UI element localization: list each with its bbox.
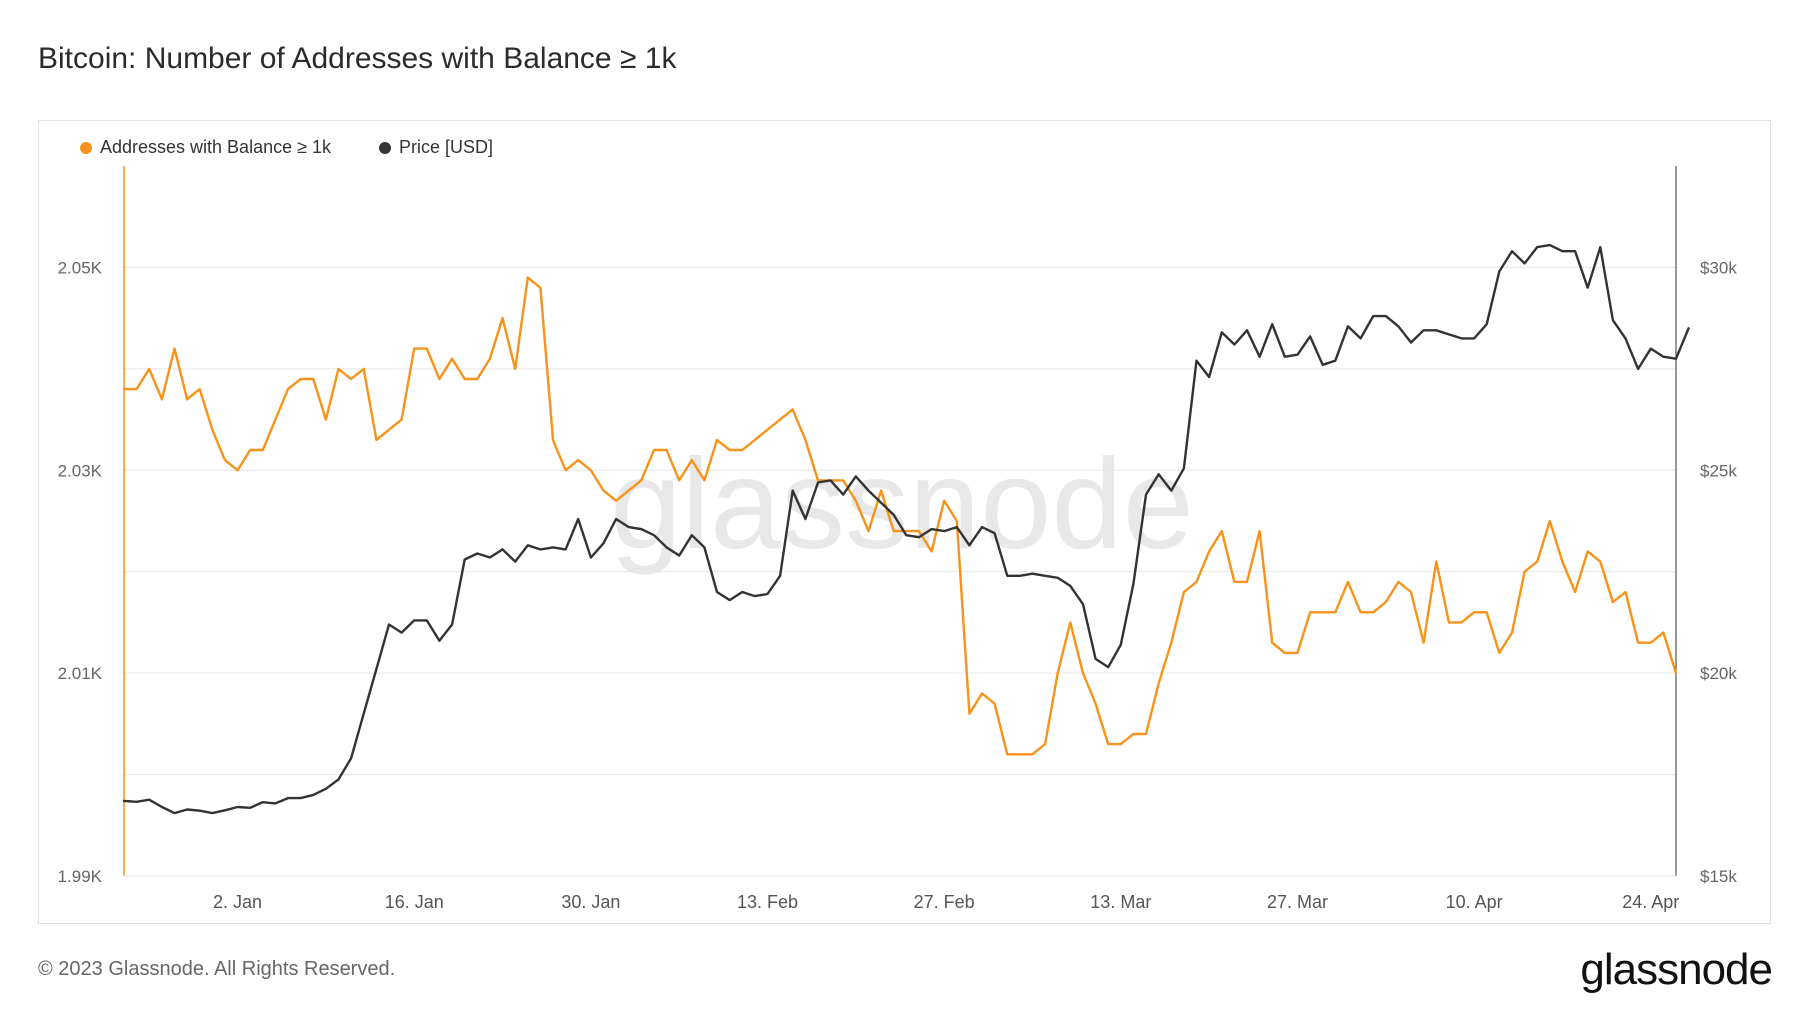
legend-item-price[interactable]: Price [USD] [379, 137, 493, 158]
grid-lines [124, 266, 1676, 776]
x-tick-label: 27. Mar [1267, 892, 1328, 912]
legend: Addresses with Balance ≥ 1k Price [USD] [80, 137, 493, 158]
x-tick-label: 27. Feb [914, 892, 975, 912]
x-tick-label: 2. Jan [213, 892, 262, 912]
tick-labels: 1.99K 2.01K 2.03K 2.05K $15k $20k $25k $30k 2. J… [58, 258, 1738, 912]
copyright-footer: © 2023 Glassnode. All Rights Reserved. [38, 958, 396, 980]
x-tick-label: 16. Jan [385, 892, 444, 912]
legend-dot-price [379, 141, 391, 154]
x-tick-label: 10. Apr [1446, 892, 1503, 912]
series-line-addresses[interactable] [122, 276, 1678, 756]
chart-title: Bitcoin: Number of Addresses with Balanc… [38, 42, 677, 75]
legend-label-addresses: Addresses with Balance ≥ 1k [100, 137, 331, 157]
axes [123, 166, 1677, 877]
y-left-tick-label: 2.05K [58, 258, 103, 277]
legend-dot-addresses [80, 141, 92, 154]
y-right-tick-label: $25k [1700, 461, 1737, 480]
x-tick-label: 30. Jan [561, 892, 620, 912]
legend-label-price: Price [USD] [399, 137, 494, 157]
y-left-tick-label: 1.99K [58, 867, 103, 886]
glassnode-logo[interactable]: glassnode [1580, 945, 1773, 994]
watermark-text: glassnode [610, 433, 1194, 576]
y-left-tick-label: 2.03K [58, 461, 103, 480]
y-right-tick-label: $20k [1700, 664, 1737, 683]
series-line-price[interactable] [122, 243, 1690, 815]
y-right-tick-label: $15k [1700, 867, 1737, 886]
legend-item-addresses[interactable]: Addresses with Balance ≥ 1k [80, 137, 331, 158]
y-left-tick-label: 2.01K [58, 664, 103, 683]
chart-frame [38, 120, 1771, 924]
series-lines [122, 243, 1690, 815]
x-tick-label: 13. Feb [737, 892, 798, 912]
y-right-tick-label: $30k [1700, 258, 1737, 277]
x-tick-label: 24. Apr [1622, 892, 1679, 912]
x-tick-label: 13. Mar [1090, 892, 1151, 912]
